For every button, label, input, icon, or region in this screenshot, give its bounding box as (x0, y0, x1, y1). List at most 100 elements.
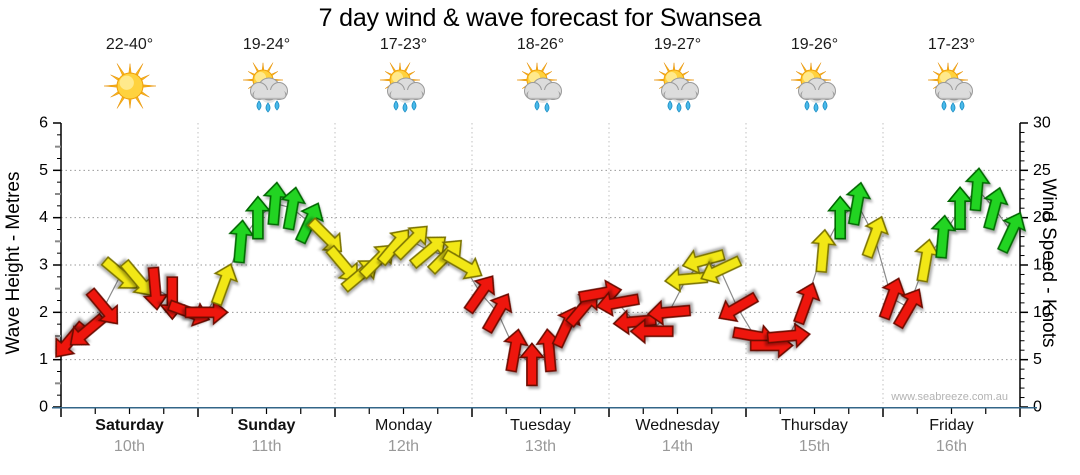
wind-arrow (913, 238, 940, 283)
chart-title: 7 day wind & wave forecast for Swansea (318, 4, 762, 32)
wind-arrow (142, 266, 169, 311)
raindrop-shape (256, 100, 261, 111)
cloud-shape (934, 77, 973, 103)
wind-arrow (766, 322, 811, 349)
svg-text:20: 20 (1033, 209, 1051, 226)
day-date: 12th (387, 438, 420, 455)
wind-arrow (718, 291, 760, 323)
wind-arrow (629, 318, 674, 345)
svg-text:0: 0 (1033, 399, 1042, 416)
day-header-sunday: 19-24° (198, 36, 335, 114)
cloud-shape (660, 77, 699, 103)
svg-text:1: 1 (39, 351, 48, 368)
svg-text:4: 4 (39, 209, 48, 226)
wind-arrow (502, 328, 529, 373)
day-label-sunday: Sunday (237, 417, 296, 434)
svg-text:0: 0 (39, 399, 48, 416)
wind-arrow (441, 249, 483, 280)
wind-arrow (518, 342, 546, 387)
wind-arrow (392, 225, 428, 261)
cloud-shape (249, 77, 288, 103)
day-date: 11th (251, 438, 282, 455)
wind-arrow (280, 186, 307, 231)
day-label-tuesday: Tuesday (510, 417, 571, 434)
raindrop-shape (265, 102, 270, 113)
temp-range: 19-26° (790, 36, 839, 53)
watermark: www.seabreeze.com.au (891, 391, 1008, 403)
day-date: 10th (113, 438, 146, 455)
raindrop-shape (667, 100, 672, 111)
wind-arrow (996, 211, 1027, 255)
wind-arrow (463, 275, 495, 315)
wind-arrow (681, 249, 726, 275)
wind-arrow (946, 185, 974, 230)
raindrop-shape (411, 100, 416, 111)
raindrop-shape (813, 102, 818, 113)
wind-arrow (210, 263, 239, 307)
svg-text:15: 15 (1033, 257, 1051, 274)
sun-cloud-rain-icon (513, 58, 569, 114)
sun-shape (103, 63, 156, 109)
sun-icon (102, 58, 158, 114)
day-label-wednesday: Wednesday (635, 417, 720, 434)
raindrop-shape (534, 100, 539, 111)
sun-cloud-rain-icon (650, 58, 706, 114)
temp-range: 18-26° (516, 36, 565, 53)
cloud-shape (797, 77, 836, 103)
sun-cloud-rain-icon (376, 58, 432, 114)
wind-arrow (861, 215, 889, 260)
raindrop-shape (544, 102, 549, 113)
raindrop-shape (685, 100, 690, 111)
wind-arrow (930, 214, 957, 259)
day-date: 15th (798, 438, 831, 455)
cloud-shape (523, 77, 562, 103)
temp-range: 19-24° (242, 36, 291, 53)
raindrop-shape (402, 102, 407, 113)
day-date: 14th (661, 438, 694, 455)
wind-arrow (964, 167, 991, 212)
day-date: 16th (935, 438, 968, 455)
cloud-shape (386, 77, 425, 103)
raindrop-shape (393, 100, 398, 111)
day-header-tuesday: 18-26° (472, 36, 609, 114)
day-header-thursday: 19-26° (746, 36, 883, 114)
temp-range: 17-23° (379, 36, 428, 53)
raindrop-shape (274, 100, 279, 111)
svg-text:5: 5 (39, 162, 48, 179)
day-label-thursday: Thursday (781, 417, 848, 434)
wind-arrow (700, 255, 743, 285)
svg-text:10: 10 (1033, 304, 1051, 321)
svg-text:25: 25 (1033, 162, 1051, 179)
right-axis: 0 5 10 15 20 25 30 (1019, 115, 1051, 416)
raindrop-shape (822, 100, 827, 111)
sun-cloud-rain-icon (787, 58, 843, 114)
wind-arrow (228, 219, 255, 264)
wind-arrow (793, 281, 821, 326)
temp-range: 22-40° (105, 36, 154, 53)
sun-cloud-rain-icon (924, 58, 980, 114)
x-axis (52, 406, 1037, 417)
raindrop-shape (941, 100, 946, 111)
wind-arrow (845, 181, 872, 226)
day-header-saturday: 22-40° (61, 36, 198, 114)
wind-arrow (646, 299, 692, 327)
day-label-friday: Friday (929, 417, 974, 434)
sun-cloud-rain-icon (239, 58, 295, 114)
temp-range: 19-27° (653, 36, 702, 53)
wind-arrow (983, 186, 1009, 231)
day-header-monday: 17-23° (335, 36, 472, 114)
raindrop-shape (959, 100, 964, 111)
day-header-friday: 17-23° (883, 36, 1020, 114)
wind-arrow (325, 244, 358, 283)
wind-arrow (810, 228, 837, 274)
day-label-saturday: Saturday (95, 417, 164, 434)
svg-text:6: 6 (39, 115, 48, 132)
gridlines (61, 123, 1020, 405)
left-axis: 0 1 2 3 4 5 6 (39, 115, 62, 416)
svg-text:5: 5 (1033, 351, 1042, 368)
svg-text:30: 30 (1033, 115, 1051, 132)
wind-arrow (892, 288, 924, 330)
wind-arrow (306, 217, 343, 253)
